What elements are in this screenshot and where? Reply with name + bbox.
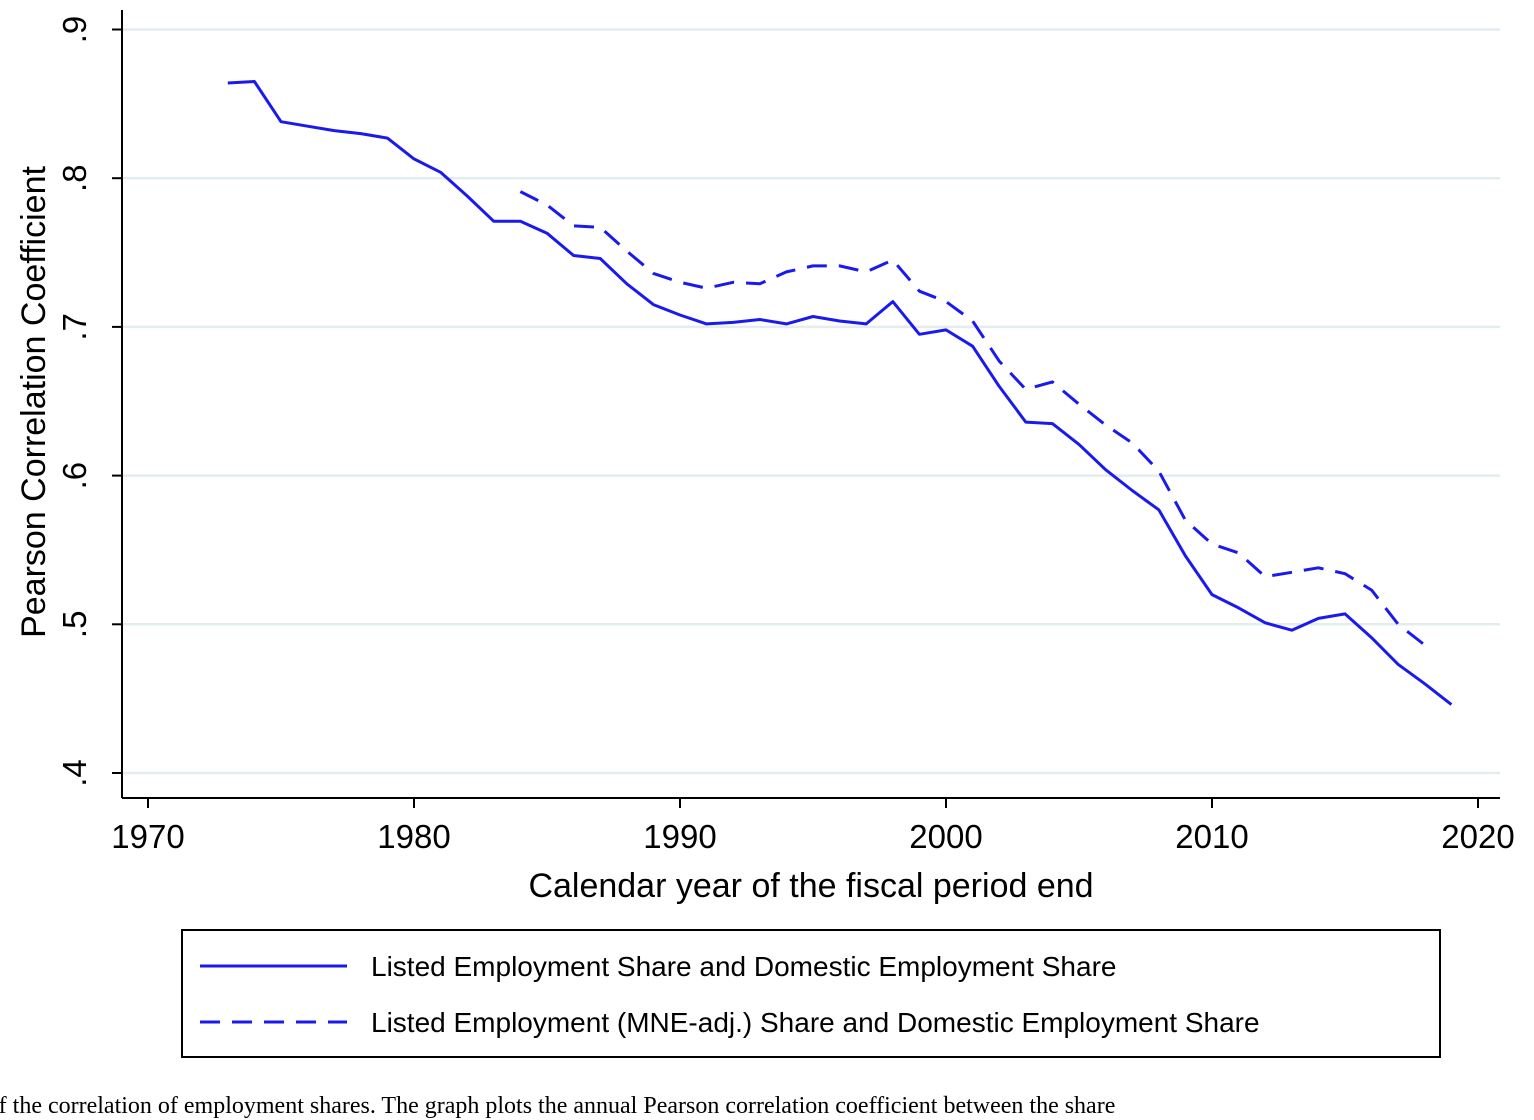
series-line-1	[227, 80, 1453, 706]
y-tick-label: .5	[56, 611, 93, 639]
series-layer	[227, 80, 1453, 706]
y-tick-label: .9	[56, 16, 93, 44]
x-tick-label: 1970	[111, 818, 184, 855]
legend-label-2: Listed Employment (MNE-adj.) Share and D…	[371, 1007, 1260, 1038]
y-axis-title: Pearson Correlation Coefficient	[15, 166, 53, 638]
legend: Listed Employment Share and Domestic Emp…	[181, 929, 1441, 1058]
legend-label-1: Listed Employment Share and Domestic Emp…	[371, 951, 1116, 982]
x-axis: 1970 1980 1990 2000 2010 2020	[111, 797, 1515, 855]
y-tick-label: .8	[56, 164, 93, 192]
y-tick-label: .6	[56, 462, 93, 490]
x-tick-label: 2000	[909, 818, 982, 855]
legend-box	[181, 929, 1441, 1058]
x-tick-label: 1990	[643, 818, 716, 855]
x-tick-label: 1980	[377, 818, 450, 855]
y-tick-label: .4	[56, 759, 93, 787]
x-axis-title: Calendar year of the fiscal period end	[528, 867, 1093, 905]
y-tick-label: .7	[56, 313, 93, 341]
line-chart: .4 .5 .6 .7 .8 .9 1970 1980 1990 2000 2010 2020 Ca…	[15, 10, 1515, 1058]
x-tick-label: 2020	[1441, 818, 1514, 855]
gridlines	[122, 28, 1500, 775]
series-line-2	[519, 190, 1426, 647]
x-tick-label: 2010	[1175, 818, 1248, 855]
y-axis: .4 .5 .6 .7 .8 .9	[56, 10, 123, 798]
